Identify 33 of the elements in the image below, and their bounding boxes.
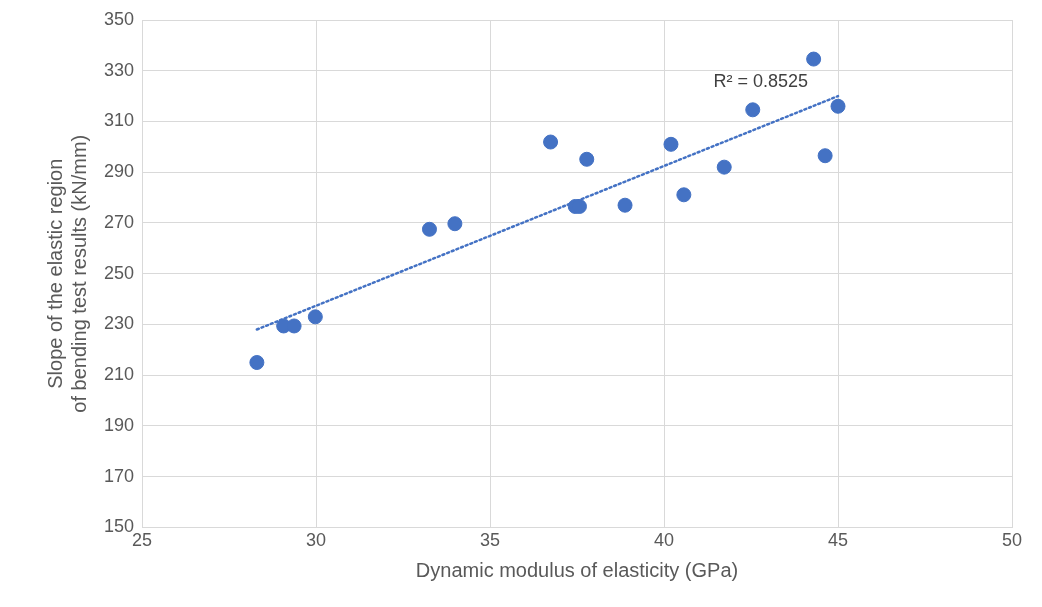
point	[817, 148, 833, 164]
point	[421, 221, 437, 237]
y-tick-label: 350	[103, 8, 135, 29]
point	[830, 98, 846, 114]
point	[806, 51, 822, 67]
x-axis-title: Dynamic modulus of elasticity (GPa)	[415, 558, 739, 581]
annotation: R² = 0.8525	[713, 71, 809, 92]
y-tick-label: 270	[103, 211, 135, 232]
x-tick-label: 40	[654, 530, 675, 551]
y-tick-label: 250	[103, 262, 135, 283]
point	[716, 159, 732, 175]
y-tick-label: 310	[103, 110, 135, 131]
point	[745, 102, 761, 118]
x-tick-label: 45	[827, 530, 849, 551]
point	[307, 309, 323, 325]
y-tick-label: 290	[103, 161, 135, 182]
y-tick-label: 170	[103, 465, 135, 486]
x-tick-label: 35	[480, 530, 501, 551]
x-tick-label: 30	[306, 530, 327, 551]
y-axis-title: Slope of the elastic region of bending test results (kN/mm)	[43, 134, 90, 413]
point	[249, 355, 265, 370]
point	[543, 134, 559, 150]
point	[617, 197, 633, 213]
point	[579, 151, 595, 167]
x-tick-label: 25	[132, 530, 153, 551]
y-tick-label: 230	[103, 313, 135, 334]
y-tick-label: 330	[103, 59, 135, 80]
y-tick-label: 190	[103, 414, 135, 435]
y-tick-label: 210	[103, 364, 135, 385]
point	[676, 187, 692, 203]
x-tick-label: 50	[1001, 530, 1023, 551]
point	[447, 216, 463, 232]
point	[663, 136, 679, 152]
